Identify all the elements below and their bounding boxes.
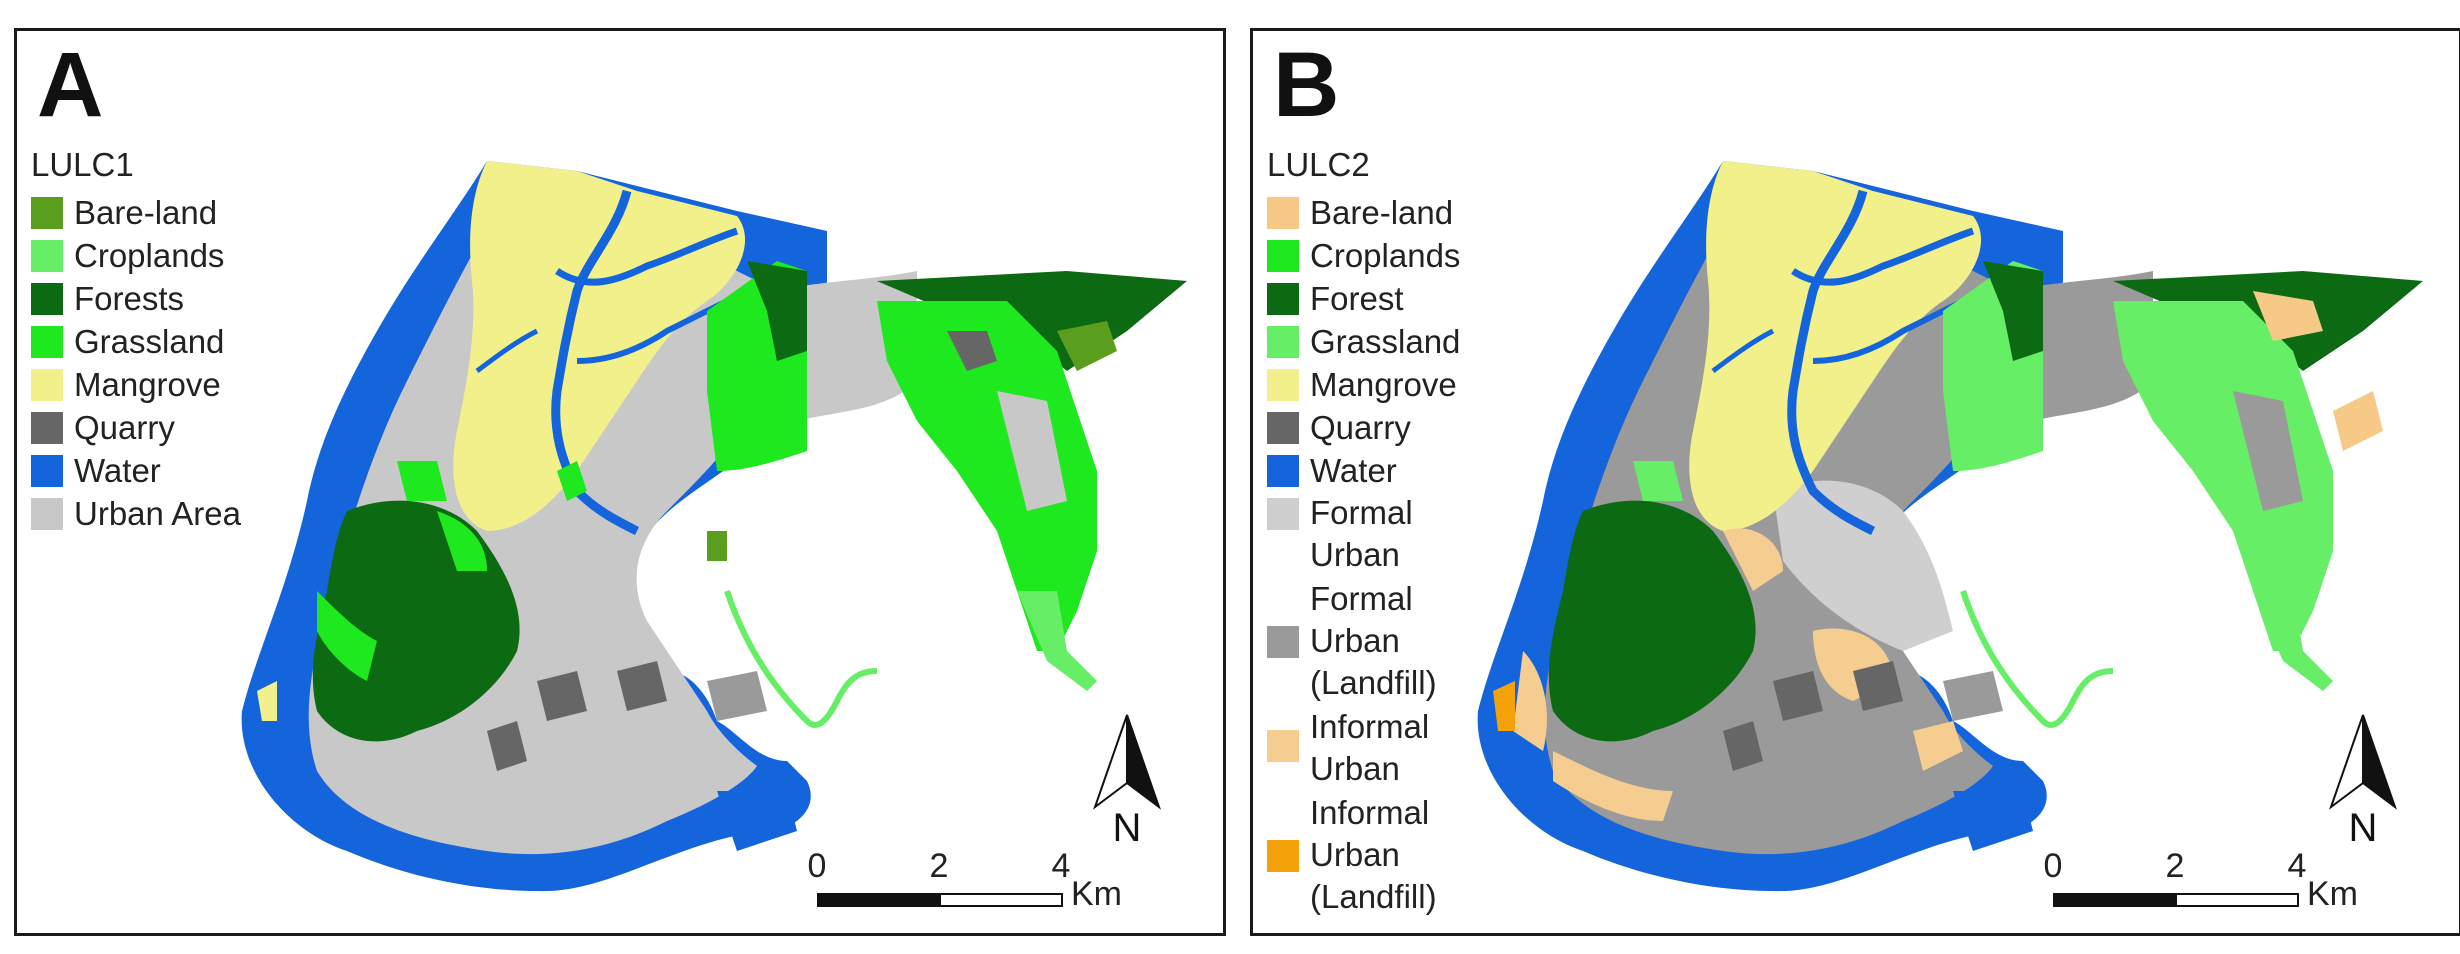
north-arrow: N	[1087, 711, 1167, 851]
legend-label: Informal Urban (Landfill)	[1310, 794, 1437, 915]
legend-label: Croplands	[74, 237, 225, 274]
legend-label: Water	[74, 452, 161, 489]
legend-label: Formal Urban	[1310, 494, 1413, 573]
legend-label: Bare-land	[1310, 194, 1454, 231]
scale-segment-white	[2175, 893, 2299, 907]
scale-unit: Km	[1071, 875, 1122, 913]
map-panel-a: A LULC1 Bare-land Croplands Forests Gras…	[14, 28, 1226, 936]
legend-label: Croplands	[1310, 237, 1461, 274]
legend-swatch	[31, 283, 63, 315]
legend-swatch	[1267, 626, 1299, 658]
scale-tick: 2	[929, 847, 949, 885]
legend-swatch	[1267, 730, 1299, 762]
legend-label: Urban Area	[74, 495, 241, 532]
legend-label: Grassland	[1310, 323, 1461, 360]
scale-segment-white	[939, 893, 1063, 907]
legend-swatch	[1267, 197, 1299, 229]
legend-label: Mangrove	[74, 366, 221, 403]
legend-swatch	[1267, 498, 1299, 530]
legend-swatch	[1267, 240, 1299, 272]
north-arrow-icon	[2328, 714, 2398, 810]
legend-swatch	[31, 455, 63, 487]
panel-letter: A	[37, 34, 104, 136]
north-arrow: N	[2323, 711, 2403, 851]
scale-tick: 4	[1051, 847, 1071, 885]
scale-tick: 0	[2043, 847, 2063, 885]
panel-letter: B	[1273, 34, 1340, 136]
lulc2-map	[1477, 161, 2423, 892]
legend-swatch	[1267, 369, 1299, 401]
legend-label: Quarry	[74, 409, 175, 446]
legend-swatch	[1267, 840, 1299, 872]
scale-unit: Km	[2307, 875, 2358, 913]
legend-title: LULC1	[31, 146, 134, 183]
lulc1-map	[241, 161, 1187, 892]
north-label: N	[2348, 806, 2378, 850]
scale-tick: 2	[2165, 847, 2185, 885]
legend-label: Bare-land	[74, 194, 218, 231]
legend-swatch	[1267, 326, 1299, 358]
legend-label: Informal Urban	[1310, 708, 1430, 787]
scale-tick: 0	[807, 847, 827, 885]
legend-label: Forest	[1310, 280, 1404, 317]
legend-swatch	[1267, 412, 1299, 444]
legend-title: LULC2	[1267, 146, 1370, 183]
scale-tick: 4	[2287, 847, 2307, 885]
north-arrow-icon	[1092, 714, 1162, 810]
north-label: N	[1112, 806, 1142, 850]
scale-segment-black	[817, 893, 941, 907]
legend-label: Mangrove	[1310, 366, 1457, 403]
legend-label: Water	[1310, 452, 1397, 489]
legend-swatch	[31, 197, 63, 229]
legend-label: Forests	[74, 280, 185, 317]
map-panel-b: B LULC2 Bare-land Croplands Forest Grass…	[1250, 28, 2460, 936]
legend-swatch	[1267, 283, 1299, 315]
legend-swatch	[1267, 455, 1299, 487]
legend-swatch	[31, 498, 63, 530]
legend-label: Grassland	[74, 323, 225, 360]
legend-swatch	[31, 240, 63, 272]
scale-segment-black	[2053, 893, 2177, 907]
legend-swatch	[31, 412, 63, 444]
legend-swatch	[31, 369, 63, 401]
legend-label: Formal Urban (Landfill)	[1310, 580, 1437, 701]
legend-label: Quarry	[1310, 409, 1411, 446]
legend-swatch	[31, 326, 63, 358]
